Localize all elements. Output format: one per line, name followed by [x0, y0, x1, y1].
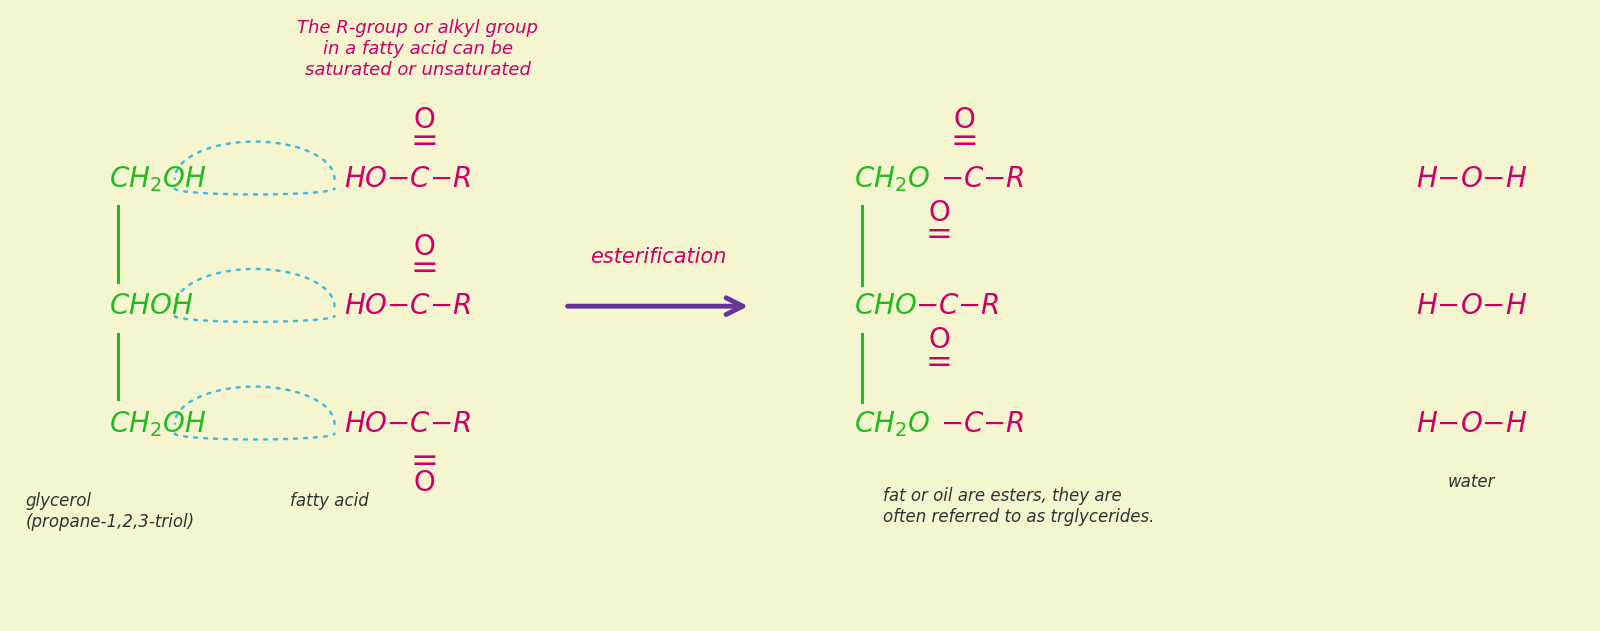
Text: O: O	[414, 106, 435, 134]
Text: $HO{-}C{-}R$: $HO{-}C{-}R$	[344, 165, 472, 193]
Text: =: =	[950, 125, 979, 158]
Text: ${-}C{-}R$: ${-}C{-}R$	[915, 292, 998, 320]
Text: $H{-}O{-}H$: $H{-}O{-}H$	[1416, 292, 1526, 320]
Text: fat or oil are esters, they are
often referred to as trglycerides.: fat or oil are esters, they are often re…	[883, 488, 1155, 526]
Text: O: O	[928, 199, 950, 227]
Text: $H{-}O{-}H$: $H{-}O{-}H$	[1416, 165, 1526, 193]
Text: esterification: esterification	[590, 247, 726, 267]
Text: O: O	[414, 233, 435, 261]
Text: $CHOH$: $CHOH$	[109, 292, 194, 320]
Text: O: O	[414, 469, 435, 497]
Text: $HO{-}C{-}R$: $HO{-}C{-}R$	[344, 292, 472, 320]
Text: =: =	[926, 220, 952, 251]
Text: $CH_2OH$: $CH_2OH$	[109, 409, 206, 439]
Text: =: =	[926, 348, 952, 379]
Text: O: O	[954, 106, 976, 134]
Text: $HO{-}C{-}R$: $HO{-}C{-}R$	[344, 410, 472, 438]
Text: glycerol
(propane-1,2,3-triol): glycerol (propane-1,2,3-triol)	[26, 492, 195, 531]
Text: water: water	[1448, 473, 1494, 491]
Text: ${-}C{-}R$: ${-}C{-}R$	[941, 410, 1024, 438]
Text: ${-}C{-}R$: ${-}C{-}R$	[941, 165, 1024, 193]
Text: $CH_2O$: $CH_2O$	[854, 164, 930, 194]
Text: $CH_2O$: $CH_2O$	[854, 409, 930, 439]
Text: $CHO$: $CHO$	[854, 292, 917, 320]
Text: =: =	[411, 444, 438, 478]
Text: The R-group or alkyl group
in a fatty acid can be
saturated or unsaturated: The R-group or alkyl group in a fatty ac…	[298, 19, 538, 79]
Text: $CH_2OH$: $CH_2OH$	[109, 164, 206, 194]
Text: =: =	[411, 125, 438, 158]
Text: $H{-}O{-}H$: $H{-}O{-}H$	[1416, 410, 1526, 438]
Text: =: =	[411, 252, 438, 285]
Text: O: O	[928, 326, 950, 355]
Text: fatty acid: fatty acid	[290, 492, 370, 510]
